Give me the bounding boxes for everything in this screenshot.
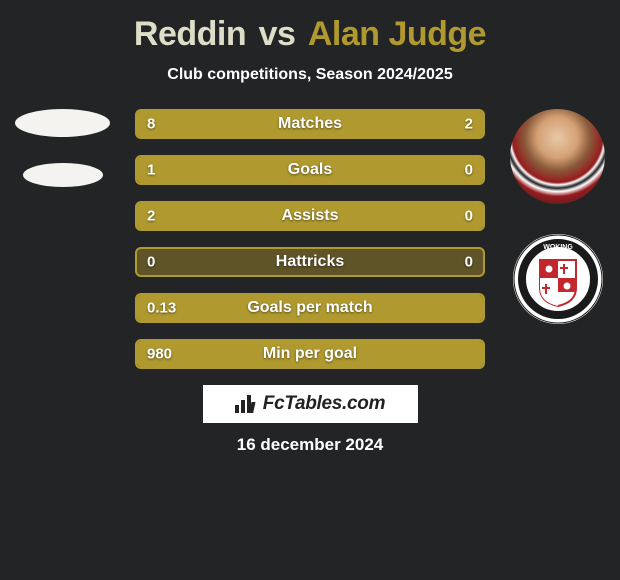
bar-left-value: 8 — [147, 116, 155, 133]
bar-right-value: 0 — [465, 208, 473, 225]
main-content: WOKING 8 Matches — [0, 109, 620, 455]
bar-left-fill — [137, 111, 400, 137]
bar-right-value: 0 — [465, 254, 473, 271]
bar-label: Goals per match — [247, 299, 372, 317]
bar-row-hattricks: 0 Hattricks 0 — [135, 247, 485, 277]
crest-ring-text: WOKING — [543, 244, 573, 251]
subtitle: Club competitions, Season 2024/2025 — [0, 66, 620, 84]
infographic-root: Reddin vs Alan Judge Club competitions, … — [0, 0, 620, 455]
bar-label: Goals — [288, 161, 332, 179]
date-text: 16 december 2024 — [20, 435, 600, 455]
brand-bars-icon — [235, 395, 257, 413]
bar-left-value: 1 — [147, 162, 155, 179]
bar-row-matches: 8 Matches 2 — [135, 109, 485, 139]
brand-box: FcTables.com — [203, 385, 418, 423]
bar-row-goals: 1 Goals 0 — [135, 155, 485, 185]
right-avatars: WOKING — [510, 109, 605, 324]
bar-right-value: 2 — [465, 116, 473, 133]
bar-left-value: 0 — [147, 254, 155, 271]
player-a-avatar-placeholder — [15, 109, 110, 137]
player-b-club-crest: WOKING — [513, 234, 603, 324]
comparison-bars: 8 Matches 2 1 Goals 0 2 Assists 0 — [135, 109, 485, 369]
bar-label: Hattricks — [276, 253, 344, 271]
vs-text: vs — [259, 15, 296, 53]
bar-right-value: 0 — [465, 162, 473, 179]
bar-left-value: 980 — [147, 346, 172, 363]
bar-row-assists: 2 Assists 0 — [135, 201, 485, 231]
left-avatars — [15, 109, 110, 187]
title: Reddin vs Alan Judge — [0, 15, 620, 54]
bar-left-value: 0.13 — [147, 300, 176, 317]
player-a-club-placeholder — [23, 163, 103, 187]
crest-svg: WOKING — [513, 234, 603, 324]
bar-label: Matches — [278, 115, 342, 133]
bar-left-value: 2 — [147, 208, 155, 225]
bar-label: Min per goal — [263, 345, 357, 363]
bar-row-min-per-goal: 980 Min per goal — [135, 339, 485, 369]
brand-text: FcTables.com — [263, 393, 385, 415]
player-b-avatar — [510, 109, 605, 204]
player-a-name: Reddin — [134, 15, 246, 53]
player-b-name: Alan Judge — [308, 15, 486, 53]
bar-row-goals-per-match: 0.13 Goals per match — [135, 293, 485, 323]
bar-label: Assists — [282, 207, 339, 225]
